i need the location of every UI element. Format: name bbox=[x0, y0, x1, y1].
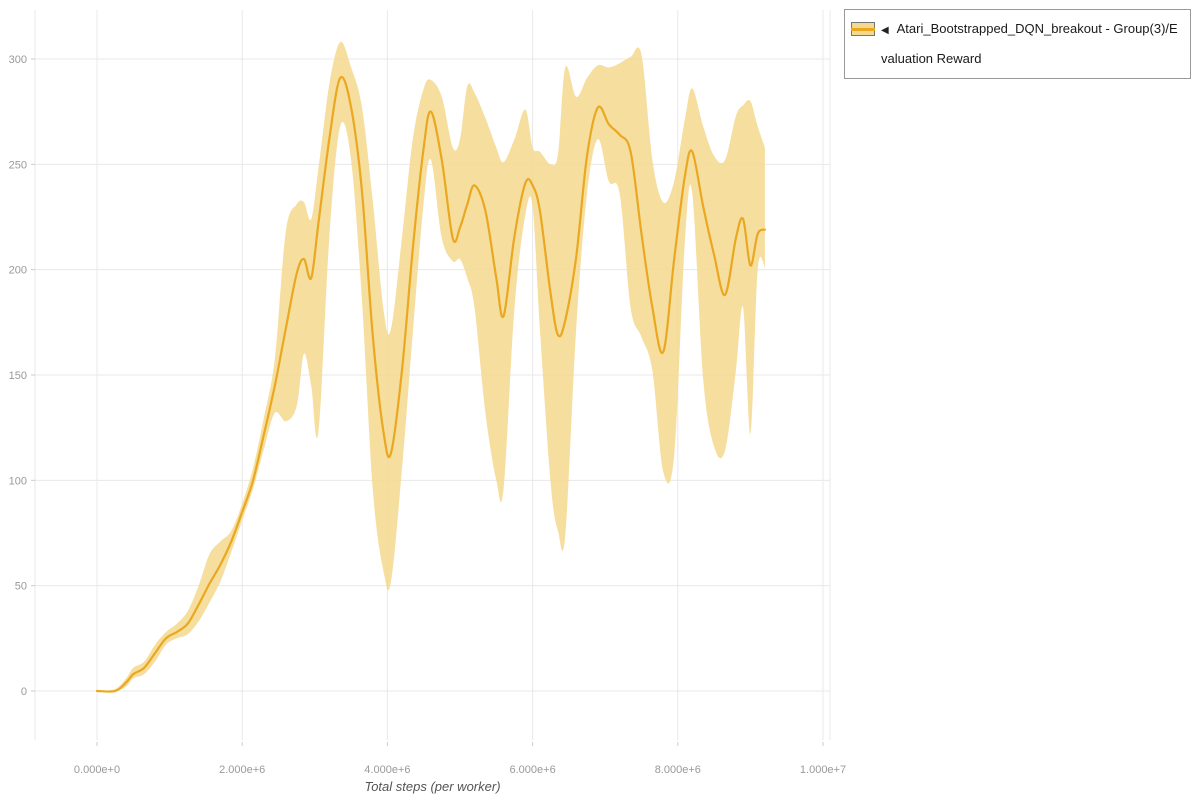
svg-text:100: 100 bbox=[9, 475, 27, 487]
svg-text:6.000e+6: 6.000e+6 bbox=[510, 764, 556, 776]
legend: ◀ Atari_Bootstrapped_DQN_breakout - Grou… bbox=[844, 9, 1191, 79]
legend-swatch bbox=[851, 22, 875, 36]
svg-text:8.000e+6: 8.000e+6 bbox=[655, 764, 701, 776]
svg-text:200: 200 bbox=[9, 265, 27, 277]
svg-text:50: 50 bbox=[15, 581, 27, 593]
legend-swatch-line-icon bbox=[851, 27, 875, 31]
legend-label: Atari_Bootstrapped_DQN_breakout - Group(… bbox=[881, 21, 1178, 66]
svg-text:4.000e+6: 4.000e+6 bbox=[364, 764, 410, 776]
svg-text:300: 300 bbox=[9, 54, 27, 66]
svg-text:2.000e+6: 2.000e+6 bbox=[219, 764, 265, 776]
svg-text:0: 0 bbox=[21, 686, 27, 698]
svg-text:0.000e+0: 0.000e+0 bbox=[74, 764, 120, 776]
x-axis-label: Total steps (per worker) bbox=[364, 779, 501, 794]
svg-text:250: 250 bbox=[9, 159, 27, 171]
svg-text:150: 150 bbox=[9, 370, 27, 382]
svg-text:1.000e+7: 1.000e+7 bbox=[800, 764, 846, 776]
legend-item[interactable]: ◀ Atari_Bootstrapped_DQN_breakout - Grou… bbox=[851, 15, 1184, 73]
legend-filter-icon[interactable]: ◀ bbox=[881, 25, 889, 36]
legend-text: ◀ Atari_Bootstrapped_DQN_breakout - Grou… bbox=[881, 15, 1184, 73]
